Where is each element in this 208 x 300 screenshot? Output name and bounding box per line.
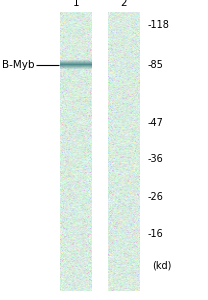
Text: -16: -16 — [148, 229, 163, 239]
Text: -118: -118 — [148, 20, 170, 31]
Text: B-Myb: B-Myb — [2, 59, 35, 70]
Text: (kd): (kd) — [152, 260, 171, 271]
Text: 1: 1 — [73, 0, 79, 8]
Text: -47: -47 — [148, 118, 163, 128]
Text: -26: -26 — [148, 191, 163, 202]
Text: -36: -36 — [148, 154, 163, 164]
Text: 2: 2 — [120, 0, 127, 8]
Text: -85: -85 — [148, 59, 163, 70]
